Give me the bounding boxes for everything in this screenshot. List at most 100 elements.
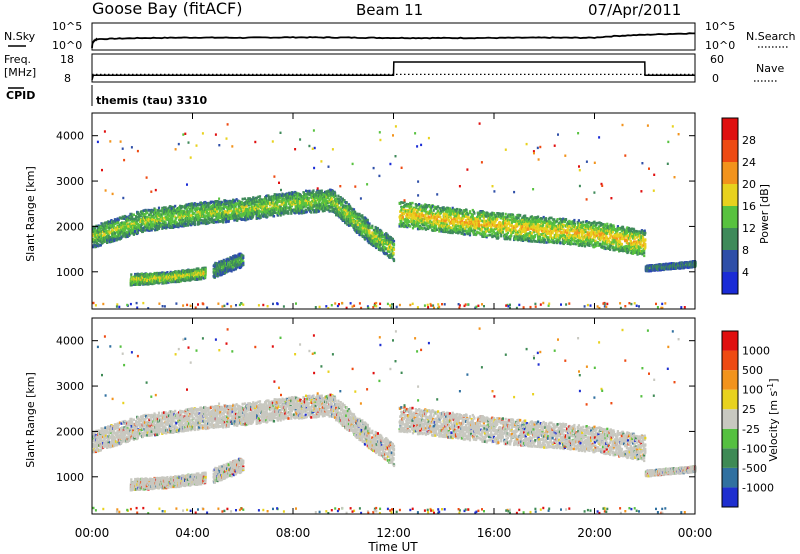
power-cell <box>92 240 95 243</box>
power-cell <box>131 232 134 235</box>
power-cell <box>356 223 359 227</box>
freq-label: Freq. <box>4 53 31 66</box>
power-cell <box>283 198 286 202</box>
power-cell <box>179 219 182 223</box>
power-cell <box>200 221 203 225</box>
power-cell <box>172 214 175 217</box>
power-cell <box>163 226 166 230</box>
power-cell <box>150 213 153 217</box>
power-cell <box>280 203 283 206</box>
power-cell <box>188 214 191 218</box>
power-cell <box>121 230 124 233</box>
power-cell <box>160 215 163 219</box>
freq-unit-label: [MHz] <box>4 66 36 79</box>
power-cell <box>98 236 101 239</box>
power-cell <box>170 222 173 225</box>
power-cell <box>197 219 200 222</box>
power-cell <box>204 216 207 219</box>
power-cell <box>199 201 202 204</box>
power-cell <box>184 220 187 224</box>
power-cell <box>216 208 219 211</box>
power-cell <box>221 206 224 210</box>
power-cell <box>208 214 211 217</box>
power-cell <box>392 239 396 243</box>
power-cell <box>99 229 102 232</box>
power-cell <box>95 244 98 247</box>
power-cell <box>213 205 216 209</box>
power-scatter-layer <box>92 122 697 310</box>
power-cell <box>169 225 172 228</box>
power-cell <box>182 214 185 217</box>
power-cell <box>164 212 167 216</box>
power-cell <box>161 223 164 226</box>
power-cell <box>285 203 288 207</box>
beam-title: Beam 11 <box>356 1 423 19</box>
power-cell <box>243 197 247 200</box>
power-cell <box>103 231 106 235</box>
power-cell <box>165 226 168 230</box>
power-cell <box>104 221 107 224</box>
power-cell <box>165 208 168 211</box>
power-cell <box>245 205 248 208</box>
power-cell <box>167 209 171 213</box>
power-cell <box>190 214 193 217</box>
power-cell <box>287 212 290 215</box>
power-cell <box>151 210 154 213</box>
power-cell <box>128 232 131 236</box>
power-cell <box>116 231 119 234</box>
power-cell <box>227 220 230 223</box>
power-cell <box>218 220 221 223</box>
power-cell <box>157 210 160 214</box>
power-cell <box>160 213 163 216</box>
power-cell <box>266 215 269 218</box>
power-cell <box>179 224 182 228</box>
power-cell <box>103 236 106 240</box>
power-cell <box>343 216 346 219</box>
power-cell <box>195 204 198 208</box>
power-cell <box>205 208 208 212</box>
power-cell <box>201 210 204 214</box>
power-cell <box>204 271 207 274</box>
power-cell <box>99 243 102 247</box>
power-cell <box>178 208 181 211</box>
power-cell <box>171 219 174 223</box>
power-cell <box>223 202 226 205</box>
power-cell <box>184 207 187 210</box>
power-cell <box>199 202 202 206</box>
power-cell <box>212 214 215 217</box>
nsky-tick-top: 10^5 <box>52 20 82 33</box>
power-cell <box>371 224 374 228</box>
power-cell <box>156 228 159 232</box>
power-cell <box>170 218 173 221</box>
power-cell <box>146 229 149 232</box>
power-cell <box>107 232 110 235</box>
power-cell <box>154 223 157 226</box>
power-cell <box>388 250 391 254</box>
power-cell <box>128 230 131 234</box>
power-cell <box>148 223 151 226</box>
power-cell <box>164 206 167 209</box>
power-cell <box>184 224 187 227</box>
power-cell <box>208 221 211 224</box>
power-cell <box>152 218 155 221</box>
power-cell <box>170 213 173 216</box>
power-cell <box>258 195 262 198</box>
power-cell <box>102 234 105 238</box>
power-cell <box>109 230 112 234</box>
power-cell <box>203 218 206 221</box>
power-cell <box>188 217 191 220</box>
power-cell <box>450 226 453 229</box>
power-cell <box>107 236 110 240</box>
power-cell <box>158 225 161 228</box>
power-cell <box>141 227 144 230</box>
power-cell <box>209 201 212 204</box>
power-cell <box>156 226 159 229</box>
power-cell <box>114 236 118 240</box>
power-cell <box>178 216 181 220</box>
power-cell <box>193 221 196 224</box>
power-cell <box>127 216 130 219</box>
power-cell <box>171 223 174 227</box>
power-cell <box>216 210 219 213</box>
power-cell <box>201 219 204 222</box>
power-cell <box>106 223 109 227</box>
